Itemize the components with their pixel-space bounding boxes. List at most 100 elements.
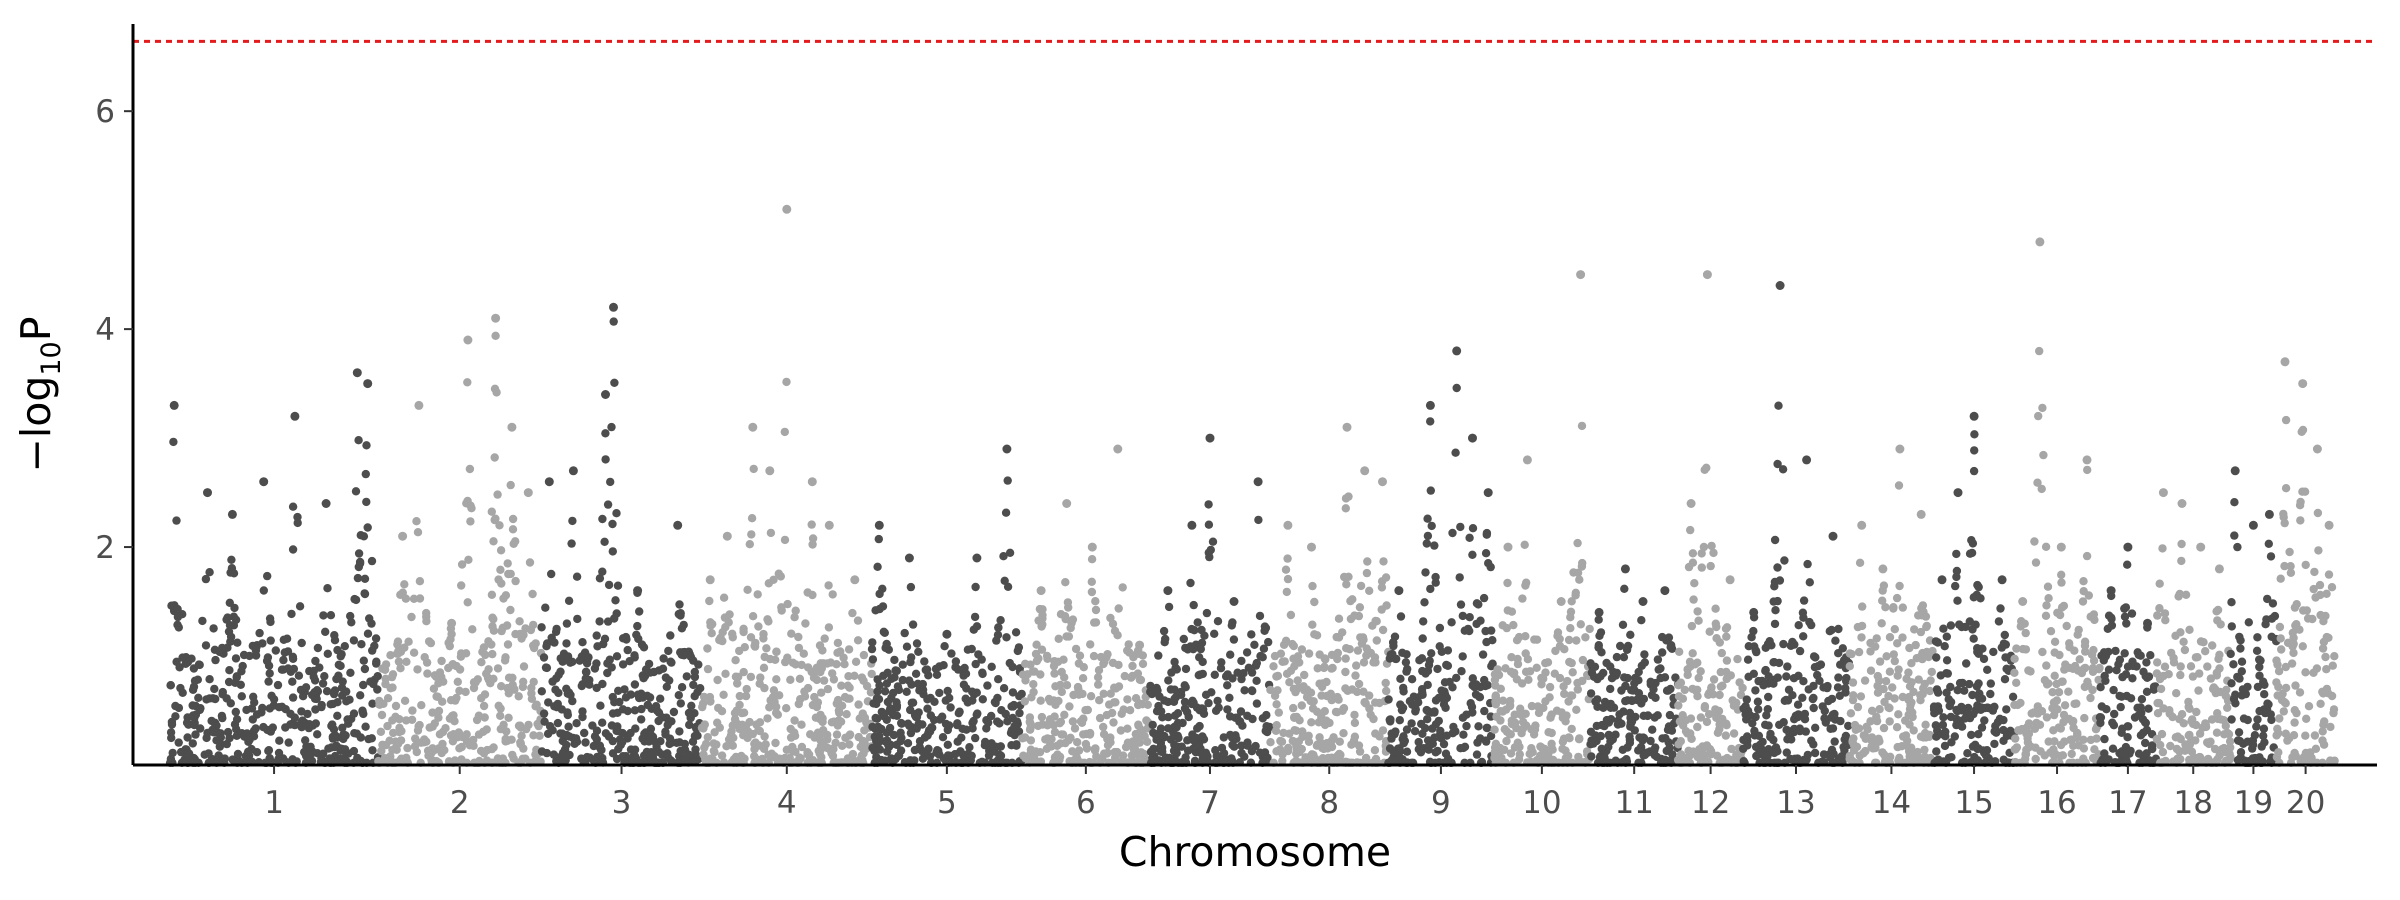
snp-point [1626,722,1635,731]
snp-point [1113,631,1122,640]
snp-point [2134,650,2143,660]
snp-point [1914,675,1923,684]
snp-point [918,720,927,729]
snp-point [1071,644,1081,654]
snp-point [1294,737,1304,746]
chromosome-11-points [1586,564,1683,767]
snp-point [508,514,518,524]
snp-point [2034,411,2043,421]
snp-point [548,726,557,735]
snp-point [2225,737,2235,746]
snp-point [1338,628,1347,637]
snp-point [1653,655,1663,664]
snp-point [1585,624,1594,634]
snp-point [2149,682,2159,691]
snp-point [2195,669,2204,678]
snp-point [2304,702,2314,711]
snp-point [1441,703,1450,712]
snp-point [1134,649,1144,658]
snp-point [1762,711,1771,720]
peak-snp-point [1468,433,1477,443]
snp-point [1714,706,1724,716]
snp-point [920,657,929,666]
snp-point [1211,746,1220,755]
snp-point [880,710,889,719]
snp-point [1418,634,1427,643]
snp-point [1955,678,1965,688]
x-tick-label-9: 9 [1431,785,1451,821]
snp-point [1753,697,1763,706]
snp-point [1688,549,1698,558]
snp-point [1929,702,1939,711]
snp-point [415,577,425,586]
snp-point [1885,703,1894,713]
snp-point [210,684,219,694]
snp-point [2315,580,2325,590]
snp-point [2087,650,2097,659]
snp-point [215,742,224,751]
snp-point [446,731,456,740]
snp-point [1352,661,1361,670]
peak-snp-point [2177,499,2187,508]
snp-point [903,739,913,748]
snp-point [1911,640,1920,650]
snp-point [1885,717,1894,726]
snp-point [1618,620,1628,629]
snp-point [1904,710,1913,719]
snp-point [908,620,918,629]
snp-point [2288,642,2297,651]
snp-point [1259,644,1269,653]
snp-point [1319,744,1329,754]
snp-point [971,733,980,743]
snp-point [890,655,899,665]
snp-point [1379,557,1388,566]
snp-point [1622,645,1632,654]
snp-point [1439,739,1449,749]
snp-point [1087,577,1097,586]
snp-point [2140,718,2150,727]
peak-snp-point [1857,520,1867,530]
snp-point [984,751,994,760]
snp-point [488,649,497,659]
snp-point [413,528,423,537]
snp-point [828,751,838,761]
peak-snp-point [1229,597,1239,606]
snp-point [1070,724,1080,733]
snp-point [1612,652,1622,662]
snp-point [1576,620,1586,629]
snp-point [396,590,405,599]
snp-point [469,683,479,693]
chromosome-8-points [1266,422,1393,767]
snp-point [386,752,395,761]
snp-point [1339,729,1348,738]
snp-point [1904,747,1914,756]
snp-point [1329,733,1338,742]
snp-point [1002,633,1011,642]
snp-point [1426,486,1436,495]
peak-snp-point [1113,444,1123,454]
snp-point [889,730,898,740]
snp-point [879,671,888,680]
snp-point [1951,581,1960,591]
snp-point [553,718,563,728]
snp-point [1765,637,1774,646]
snp-point [1326,754,1335,764]
snp-point [1686,525,1695,535]
peak-snp-point [1342,422,1352,432]
snp-point [1434,716,1444,726]
snp-point [1217,743,1227,753]
snp-point [687,710,696,720]
snp-point [1306,696,1315,706]
snp-point [763,615,772,624]
snp-point [2259,724,2269,733]
peak-snp-point [807,477,817,487]
snp-point [721,623,730,632]
snp-point [2127,609,2137,618]
snp-point [424,637,434,646]
snp-point [1905,682,1915,691]
snp-point [1505,700,1515,709]
snp-point [1845,662,1855,671]
peak-snp-point [705,575,715,585]
snp-point [1310,597,1319,607]
snp-point [1037,645,1047,654]
